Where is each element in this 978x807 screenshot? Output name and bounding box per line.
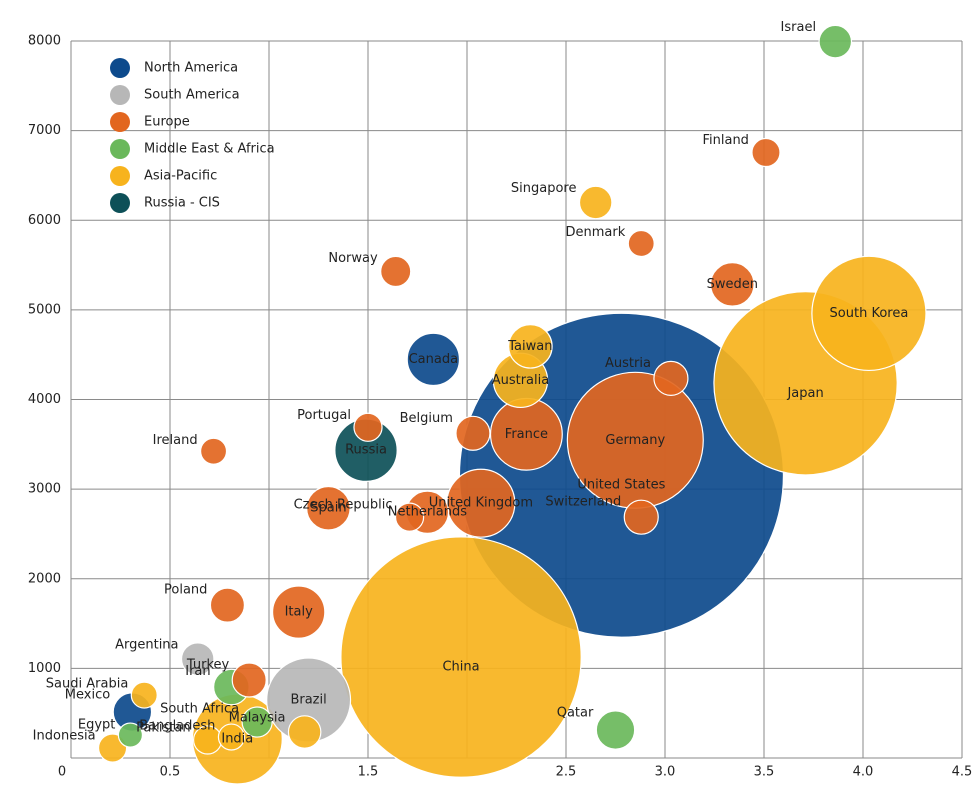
bubble-label: Austria <box>605 356 651 371</box>
bubble-label: Saudi Arabia <box>46 677 129 692</box>
bubble-label: India <box>221 731 253 746</box>
bubble-label: Brazil <box>290 693 326 708</box>
bubble <box>709 262 755 307</box>
bubble <box>455 415 491 451</box>
bubble-label: Malaysia <box>229 710 286 725</box>
bubble-label: Iran <box>185 664 210 679</box>
bubble-label: Israel <box>781 20 817 35</box>
x-tick-label: 4.0 <box>853 765 874 780</box>
bubble-label: Spain <box>310 501 346 516</box>
bubble-label: Egypt <box>78 718 116 733</box>
y-tick-label: 6000 <box>28 213 61 228</box>
bubble-label: Taiwan <box>507 339 552 354</box>
bubble <box>287 715 322 749</box>
bubble-label: Denmark <box>566 225 626 240</box>
bubble <box>751 137 781 168</box>
y-tick-label: 7000 <box>28 123 61 138</box>
y-tick-label: 4000 <box>28 392 61 407</box>
legend-label: North America <box>144 61 238 76</box>
legend-label: Russia - CIS <box>144 196 220 211</box>
legend-label: Europe <box>144 115 190 130</box>
bubble <box>217 723 245 751</box>
bubble <box>199 437 228 465</box>
bubble <box>130 681 158 709</box>
legend-marker <box>110 166 130 186</box>
bubble <box>353 412 383 442</box>
bubble-label: Portugal <box>297 408 351 423</box>
bubble <box>406 332 461 387</box>
bubble-label: Czech Republic <box>294 498 393 513</box>
x-tick-label: 4.5 <box>952 765 973 780</box>
bubble-label: Bangladesh <box>139 719 215 734</box>
bubble <box>180 642 215 676</box>
bubble <box>306 485 351 531</box>
bubble-label: Sweden <box>707 277 758 292</box>
bubble-label: United States <box>577 478 665 493</box>
bubble <box>231 662 267 698</box>
bubble-label: Japan <box>786 386 823 401</box>
x-tick-label: 3.0 <box>655 765 676 780</box>
bubble <box>271 585 326 639</box>
bubble <box>340 536 582 778</box>
bubble-label: Russia <box>345 443 387 458</box>
legend-label: Asia-Pacific <box>144 169 217 184</box>
x-tick-label: 3.5 <box>754 765 775 780</box>
legend-marker <box>110 58 130 78</box>
y-tick-label: 5000 <box>28 302 61 317</box>
bubble <box>818 24 853 59</box>
bubble-label: Germany <box>605 433 665 448</box>
bubble-label: Singapore <box>511 181 577 196</box>
bubble-label: France <box>505 427 548 442</box>
bubble <box>811 255 927 372</box>
bubble <box>380 255 412 288</box>
bubble <box>508 324 553 369</box>
bubble-label: Italy <box>285 605 314 620</box>
bubble <box>209 587 246 623</box>
bubble-label: South Korea <box>830 306 909 321</box>
bubble <box>595 710 636 750</box>
bubble-label: Finland <box>702 133 748 148</box>
bubble-label: Qatar <box>557 705 594 720</box>
bubble <box>394 502 425 532</box>
legend-marker <box>110 85 130 105</box>
x-tick-label: 1.5 <box>358 765 379 780</box>
bubble-label: Netherlands <box>388 505 467 520</box>
x-tick-label: 0.5 <box>160 765 181 780</box>
bubble-label: Switzerland <box>545 495 621 510</box>
y-tick-label: 3000 <box>28 482 61 497</box>
legend-label: Middle East & Africa <box>144 142 275 157</box>
bubble-label: Poland <box>164 583 207 598</box>
bubble <box>627 229 655 258</box>
bubbles <box>97 24 927 785</box>
bubble-label: Ireland <box>153 433 198 448</box>
bubble <box>653 360 689 396</box>
bubble-label: Australia <box>492 373 550 388</box>
bubble <box>117 722 144 748</box>
bubble <box>241 706 273 738</box>
bubble-label: Norway <box>328 251 378 266</box>
bubble-label: Argentina <box>115 637 178 652</box>
y-tick-label: 1000 <box>28 661 61 676</box>
bubble <box>623 499 659 535</box>
legend-marker <box>110 139 130 159</box>
bubble-label: Mexico <box>65 687 110 702</box>
bubble-label: South Africa <box>160 702 239 717</box>
bubble-label: United Kingdom <box>429 496 533 511</box>
legend-marker <box>110 193 130 213</box>
bubble-label: Canada <box>409 352 458 367</box>
bubble <box>578 185 613 220</box>
y-tick-label: 2000 <box>28 571 61 586</box>
bubble-label: China <box>442 660 479 675</box>
legend-marker <box>110 112 130 132</box>
labels: United States China Japan Germany South Kore… <box>33 20 909 747</box>
bubble-label: Indonesia <box>33 729 96 744</box>
legend-label: South America <box>144 88 240 103</box>
x-tick-label: 2.5 <box>556 765 577 780</box>
bubble-label: Turkey <box>186 658 230 673</box>
bubble-label: Pakistan <box>136 720 190 735</box>
y-tick-label: 8000 <box>28 34 61 49</box>
bubble-label: Belgium <box>400 411 453 426</box>
x-tick-label: 0 <box>58 765 66 780</box>
